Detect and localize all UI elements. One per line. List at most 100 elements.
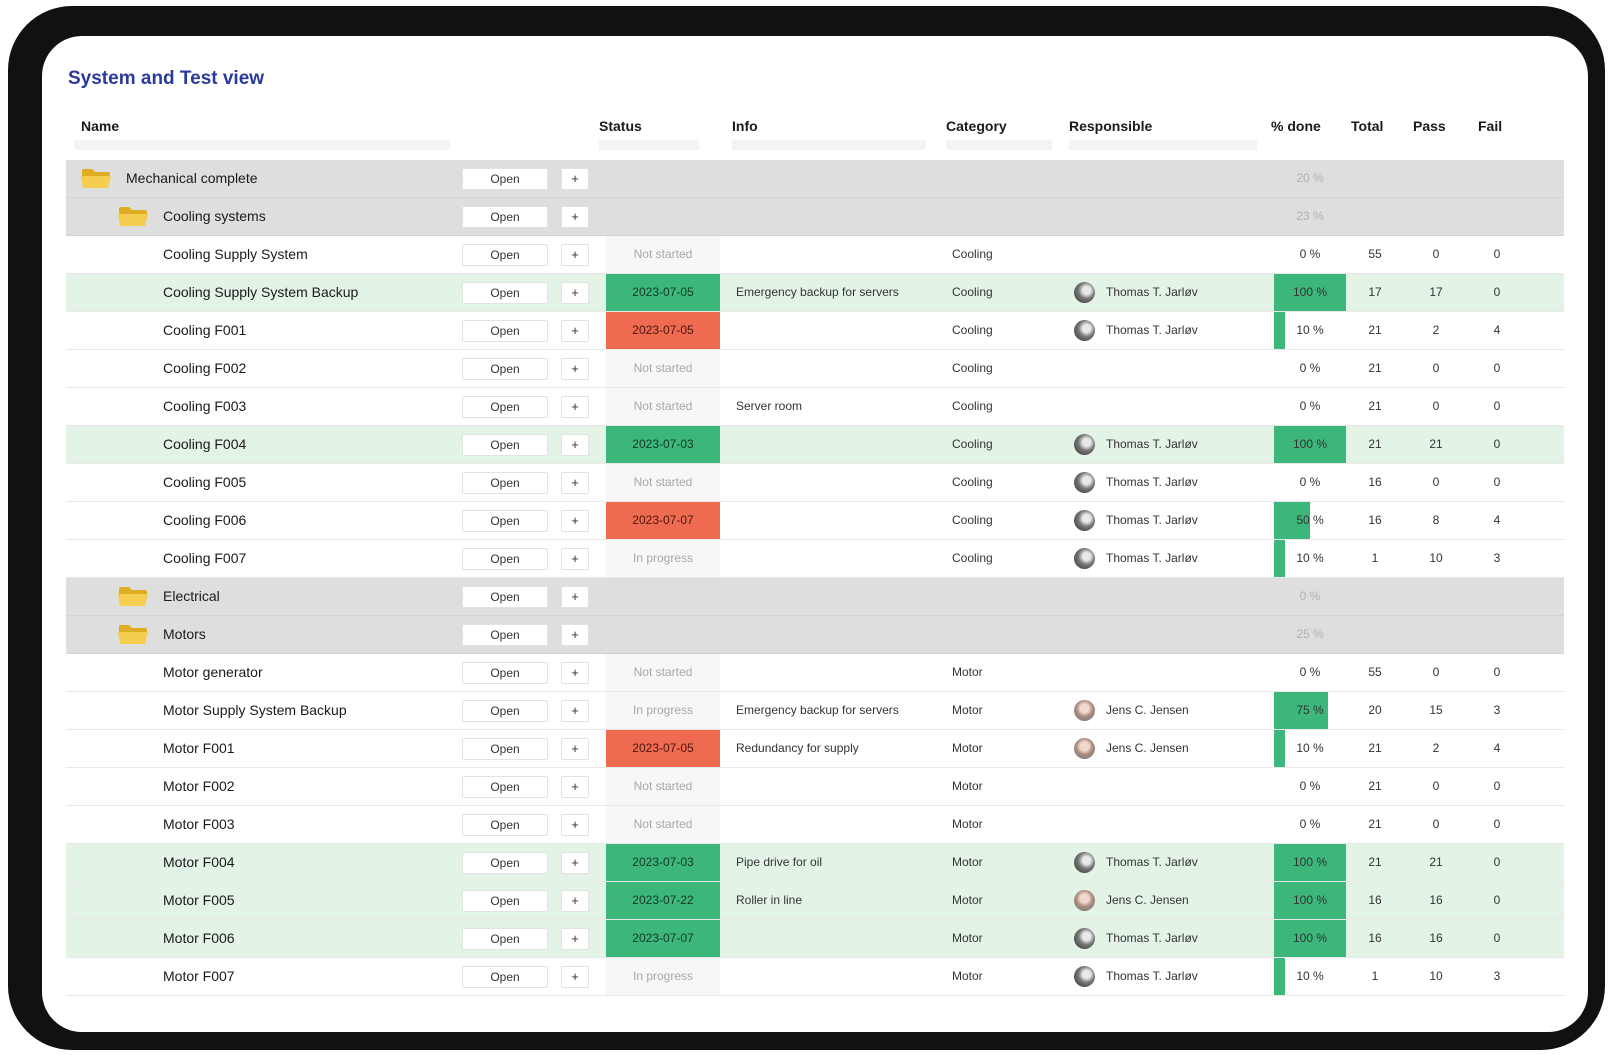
add-button[interactable]: + (561, 700, 589, 722)
table-row[interactable]: Cooling Supply System Backup Open +2023-07… (66, 274, 1564, 312)
table-row[interactable]: Motor generator Open + Not started Motor 0 % 5… (66, 654, 1564, 692)
item-name[interactable]: Cooling F005 (163, 474, 247, 490)
column-header-total[interactable]: Total (1351, 118, 1384, 134)
open-button[interactable]: Open (462, 966, 548, 988)
column-header-fail[interactable]: Fail (1478, 118, 1503, 134)
item-name[interactable]: Cooling F007 (163, 550, 247, 566)
add-button[interactable]: + (561, 624, 589, 646)
open-button[interactable]: Open (462, 624, 548, 646)
table-row[interactable]: Motor F005 Open +2023-07-22 Roller in line M… (66, 882, 1564, 920)
item-name[interactable]: Cooling F004 (163, 436, 247, 452)
add-button[interactable]: + (561, 206, 589, 228)
add-button[interactable]: + (561, 966, 589, 988)
open-button[interactable]: Open (462, 548, 548, 570)
status-badge[interactable]: In progress (606, 958, 720, 995)
status-badge[interactable]: Not started (606, 806, 720, 843)
add-button[interactable]: + (561, 586, 589, 608)
folder-name[interactable]: Mechanical complete (126, 170, 258, 186)
status-badge[interactable]: 2023-07-05 (606, 312, 720, 349)
column-header-pass[interactable]: Pass (1413, 118, 1446, 134)
item-name[interactable]: Cooling F006 (163, 512, 247, 528)
table-row[interactable]: Motor Supply System Backup Open + In progre… (66, 692, 1564, 730)
add-button[interactable]: + (561, 282, 589, 304)
add-button[interactable]: + (561, 168, 589, 190)
status-badge[interactable]: 2023-07-03 (606, 426, 720, 463)
table-row[interactable]: Cooling F001 Open +2023-07-05 Cooling Thomas… (66, 312, 1564, 350)
status-badge[interactable]: 2023-07-07 (606, 502, 720, 539)
status-badge[interactable]: In progress (606, 540, 720, 577)
status-badge[interactable]: Not started (606, 236, 720, 273)
item-name[interactable]: Motor generator (163, 664, 263, 680)
folder-row[interactable]: Motors Open +25 % (66, 616, 1564, 654)
folder-row[interactable]: Mechanical complete Open +20 % (66, 160, 1564, 198)
status-badge[interactable]: Not started (606, 350, 720, 387)
folder-name[interactable]: Motors (163, 626, 206, 642)
responsible-name[interactable]: Jens C. Jensen (1106, 703, 1189, 717)
add-button[interactable]: + (561, 434, 589, 456)
item-name[interactable]: Motor F007 (163, 968, 235, 984)
table-row[interactable]: Motor F004 Open +2023-07-03 Pipe drive for … (66, 844, 1564, 882)
add-button[interactable]: + (561, 776, 589, 798)
table-row[interactable]: Motor F006 Open +2023-07-07 Motor Thomas T. … (66, 920, 1564, 958)
table-row[interactable]: Motor F002 Open + Not started Motor 0 % 21 0 0 (66, 768, 1564, 806)
open-button[interactable]: Open (462, 510, 548, 532)
column-header-name[interactable]: Name (81, 118, 120, 134)
item-name[interactable]: Cooling Supply System Backup (163, 284, 359, 300)
responsible-name[interactable]: Thomas T. Jarløv (1106, 323, 1198, 337)
open-button[interactable]: Open (462, 852, 548, 874)
add-button[interactable]: + (561, 852, 589, 874)
responsible-name[interactable]: Thomas T. Jarløv (1106, 969, 1198, 983)
info-filter-input[interactable] (732, 140, 926, 150)
open-button[interactable]: Open (462, 662, 548, 684)
column-header-category[interactable]: Category (946, 118, 1007, 134)
item-name[interactable]: Motor F002 (163, 778, 235, 794)
item-name[interactable]: Motor F005 (163, 892, 235, 908)
status-badge[interactable]: Not started (606, 768, 720, 805)
responsible-filter-input[interactable] (1069, 140, 1257, 150)
add-button[interactable]: + (561, 358, 589, 380)
status-badge[interactable]: 2023-07-07 (606, 920, 720, 957)
open-button[interactable]: Open (462, 434, 548, 456)
open-button[interactable]: Open (462, 282, 548, 304)
item-name[interactable]: Cooling Supply System (163, 246, 308, 262)
status-badge[interactable]: Not started (606, 388, 720, 425)
folder-name[interactable]: Electrical (163, 588, 220, 604)
add-button[interactable]: + (561, 738, 589, 760)
status-badge[interactable]: In progress (606, 692, 720, 729)
open-button[interactable]: Open (462, 814, 548, 836)
open-button[interactable]: Open (462, 928, 548, 950)
responsible-name[interactable]: Thomas T. Jarløv (1106, 855, 1198, 869)
table-row[interactable]: Motor F001 Open +2023-07-05 Redundancy for … (66, 730, 1564, 768)
status-badge[interactable]: 2023-07-22 (606, 882, 720, 919)
table-row[interactable]: Cooling Supply System Open + Not started Coo… (66, 236, 1564, 274)
add-button[interactable]: + (561, 548, 589, 570)
open-button[interactable]: Open (462, 244, 548, 266)
table-row[interactable]: Cooling F007 Open + In progress Cooling Thoma… (66, 540, 1564, 578)
responsible-name[interactable]: Thomas T. Jarløv (1106, 285, 1198, 299)
table-row[interactable]: Cooling F002 Open + Not started Cooling 0 % 21… (66, 350, 1564, 388)
responsible-name[interactable]: Jens C. Jensen (1106, 741, 1189, 755)
add-button[interactable]: + (561, 510, 589, 532)
add-button[interactable]: + (561, 928, 589, 950)
open-button[interactable]: Open (462, 890, 548, 912)
column-header-info[interactable]: Info (732, 118, 758, 134)
item-name[interactable]: Motor F001 (163, 740, 235, 756)
add-button[interactable]: + (561, 662, 589, 684)
column-header-pct-done[interactable]: % done (1271, 118, 1321, 134)
open-button[interactable]: Open (462, 738, 548, 760)
status-filter-input[interactable] (599, 140, 699, 150)
item-name[interactable]: Cooling F001 (163, 322, 247, 338)
open-button[interactable]: Open (462, 320, 548, 342)
add-button[interactable]: + (561, 814, 589, 836)
add-button[interactable]: + (561, 396, 589, 418)
open-button[interactable]: Open (462, 396, 548, 418)
responsible-name[interactable]: Thomas T. Jarløv (1106, 931, 1198, 945)
table-row[interactable]: Cooling F003 Open + Not started Server room C… (66, 388, 1564, 426)
table-row[interactable]: Motor F007 Open + In progress Motor Thomas T.… (66, 958, 1564, 996)
item-name[interactable]: Cooling F003 (163, 398, 247, 414)
folder-name[interactable]: Cooling systems (163, 208, 266, 224)
table-row[interactable]: Motor F003 Open + Not started Motor 0 % 21 0 0 (66, 806, 1564, 844)
add-button[interactable]: + (561, 890, 589, 912)
table-row[interactable]: Cooling F005 Open + Not started Cooling Thoma… (66, 464, 1564, 502)
responsible-name[interactable]: Thomas T. Jarløv (1106, 437, 1198, 451)
